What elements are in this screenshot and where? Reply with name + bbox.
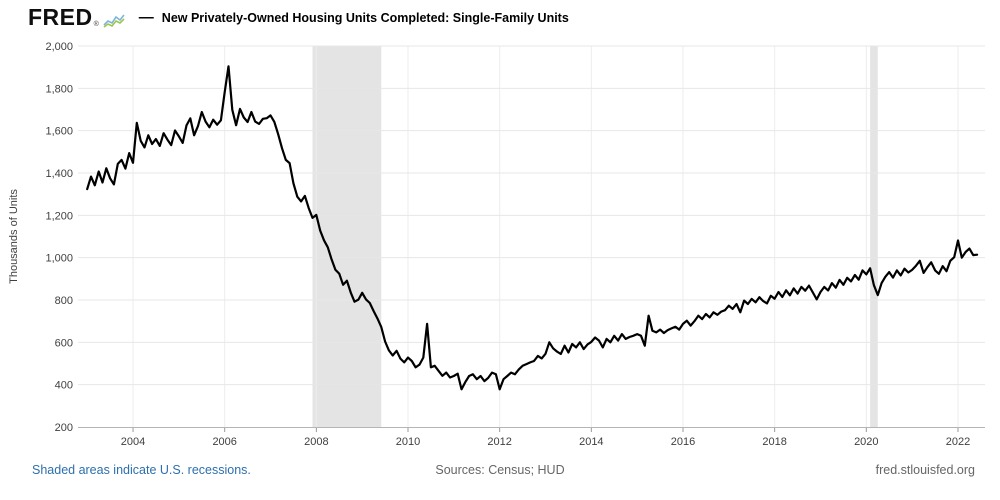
- y-tick-label: 400: [55, 380, 73, 392]
- series-title: New Privately-Owned Housing Units Comple…: [161, 10, 569, 25]
- series-line: [86, 65, 979, 391]
- recession-band: [312, 46, 382, 427]
- y-tick-label: 2,000: [45, 41, 73, 53]
- y-axis-title: Thousands of Units: [8, 189, 20, 284]
- x-tick-label: 2004: [121, 436, 145, 448]
- x-tick-label: 2016: [671, 436, 695, 448]
- chart-header: FRED ® — New Privately-Owned Housing Unit…: [28, 6, 569, 29]
- fred-site-link[interactable]: fred.stlouisfed.org: [875, 463, 975, 477]
- y-tick-label: 1,800: [45, 83, 73, 95]
- x-tick-label: 2020: [854, 436, 878, 448]
- registered-trademark-symbol: ®: [93, 21, 99, 28]
- y-tick-label: 1,600: [45, 126, 73, 138]
- fred-logo-text: FRED: [28, 4, 93, 30]
- recession-note-link[interactable]: Shaded areas indicate U.S. recessions.: [32, 463, 251, 477]
- line-chart-icon: [103, 14, 125, 28]
- x-tick-label: 2006: [212, 436, 236, 448]
- y-tick-label: 200: [55, 422, 73, 434]
- x-tick-label: 2008: [304, 436, 328, 448]
- x-tick-label: 2012: [487, 436, 511, 448]
- x-tick-label: 2022: [946, 436, 970, 448]
- y-tick-label: 1,200: [45, 210, 73, 222]
- fred-logo: FRED ®: [28, 6, 125, 29]
- y-tick-label: 800: [55, 295, 73, 307]
- x-tick-label: 2018: [762, 436, 786, 448]
- y-tick-label: 600: [55, 337, 73, 349]
- y-tick-label: 1,000: [45, 253, 73, 265]
- x-tick-label: 2014: [579, 436, 603, 448]
- x-tick-label: 2010: [396, 436, 420, 448]
- y-tick-label: 1,400: [45, 168, 73, 180]
- legend-color-dash: —: [138, 9, 154, 26]
- recession-band: [870, 46, 878, 427]
- chart-legend: — New Privately-Owned Housing Units Comp…: [139, 10, 569, 25]
